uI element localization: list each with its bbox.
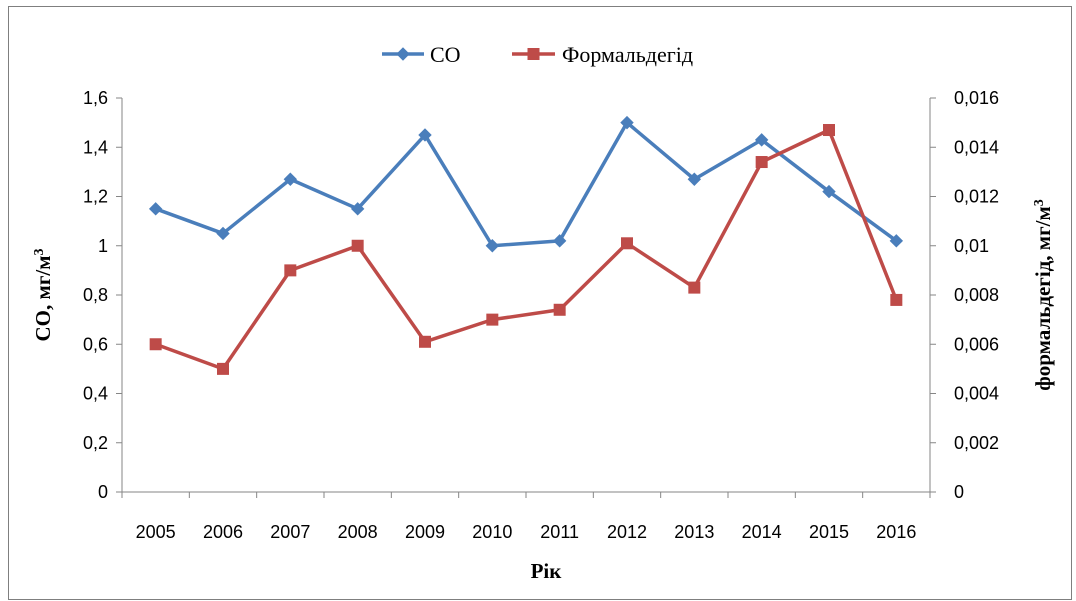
legend-marker-shape [396, 47, 410, 61]
data-point-co-2016 [889, 234, 904, 248]
y-left-tick-label: 0,4 [83, 384, 108, 404]
x-tick-label: 2010 [472, 522, 512, 542]
data-point-co-2012 [620, 115, 634, 130]
y-left-tick-label: 1 [98, 236, 108, 256]
series-line-formaldehyde [155, 128, 898, 371]
legend: CO Формальдегід [382, 42, 693, 67]
y-left-tick-label: 0 [98, 482, 108, 502]
data-point-formaldehyde-2007 [284, 264, 297, 277]
y-right-tick-label: 0,002 [954, 433, 999, 453]
data-point-co-2013 [687, 172, 702, 186]
data-point-formaldehyde-2010 [486, 313, 499, 326]
y-left-tick-label: 0,6 [83, 334, 108, 354]
data-point-co-2010 [485, 239, 500, 253]
x-tick-label: 2008 [338, 522, 378, 542]
x-tick-label: 2014 [742, 522, 782, 542]
y-right-tick-label: 0,008 [954, 285, 999, 305]
x-tick-label: 2011 [540, 522, 579, 542]
x-tick-label: 2016 [876, 522, 916, 542]
data-point-co-2014 [754, 133, 769, 147]
data-point-formaldehyde-2012 [621, 237, 633, 250]
data-point-co-2008 [350, 202, 365, 216]
data-point-formaldehyde-2011 [553, 303, 566, 316]
data-point-co-2005 [148, 202, 163, 216]
y-left-tick-label: 1,2 [83, 187, 108, 207]
data-point-formaldehyde-2008 [351, 239, 364, 252]
legend-label-formaldehyde: Формальдегід [562, 42, 693, 67]
x-tick-label: 2005 [136, 522, 176, 542]
x-tick-label: 2006 [203, 522, 243, 542]
data-point-formaldehyde-2013 [688, 281, 701, 294]
data-point-formaldehyde-2014 [755, 156, 768, 169]
data-point-formaldehyde-2009 [419, 335, 431, 348]
data-point-co-2015 [822, 184, 836, 199]
data-point-co-2007 [283, 172, 298, 186]
y-right-tick-label: 0,004 [954, 384, 999, 404]
y-right-tick-label: 0,012 [954, 187, 999, 207]
series-formaldehyde [149, 124, 903, 375]
x-tick-label: 2012 [607, 522, 647, 542]
legend-marker-co [396, 47, 410, 61]
legend-marker-formaldehyde [527, 48, 540, 60]
data-point-formaldehyde-2006 [217, 362, 229, 375]
x-tick-label: 2013 [674, 522, 714, 542]
data-point-co-2009 [418, 128, 432, 142]
y-right-tick-label: 0 [954, 482, 964, 502]
x-tick-label: 2009 [405, 522, 445, 542]
x-axis-title: Рік [531, 559, 563, 583]
y-left-tick-label: 0,8 [83, 285, 108, 305]
y-axis-left-title: CO, мг/м3 [31, 249, 55, 342]
y-right-tick-label: 0,01 [954, 236, 989, 256]
y-left-tick-label: 0,2 [83, 433, 108, 453]
data-point-formaldehyde-2016 [890, 293, 903, 306]
legend-label-co: CO [430, 42, 461, 67]
series-co [148, 115, 904, 253]
y-left-tick-label: 1,4 [83, 137, 108, 157]
series-layer [148, 115, 904, 375]
data-point-co-2011 [552, 234, 567, 248]
y-left-tick-label: 1,6 [83, 88, 108, 108]
data-point-co-2006 [216, 226, 230, 241]
axes: 0 0,2 0,4 0,6 0,8 1 1,2 1,4 1,6 0 0,002 0,004 0,006 0… [83, 88, 999, 542]
x-tick-label: 2007 [270, 522, 310, 542]
y-right-tick-label: 0,006 [954, 334, 999, 354]
data-point-formaldehyde-2005 [149, 338, 162, 351]
y-axis-right-title: формальдегід, мг/м3 [1031, 199, 1055, 391]
legend-marker-shape [527, 48, 540, 60]
x-tick-label: 2015 [809, 522, 849, 542]
data-point-formaldehyde-2015 [823, 124, 835, 137]
y-right-tick-label: 0,014 [954, 137, 999, 157]
y-right-tick-label: 0,016 [954, 88, 999, 108]
series-line-co [155, 120, 898, 248]
